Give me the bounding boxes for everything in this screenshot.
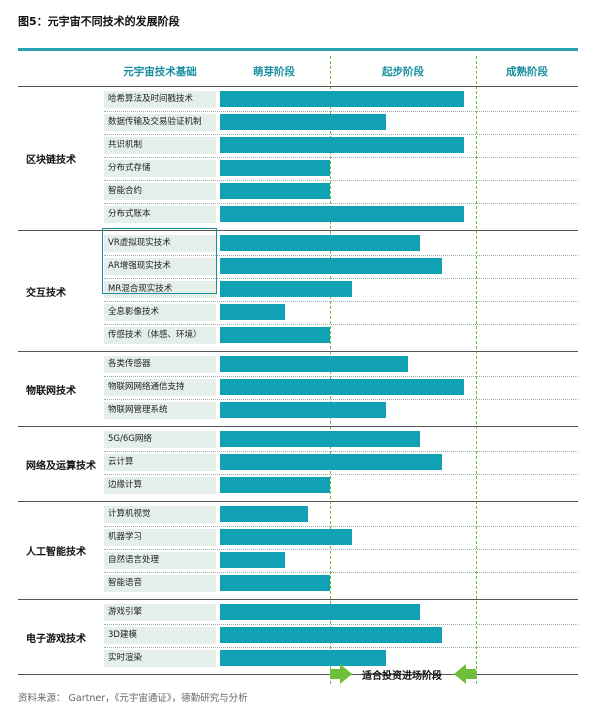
row-separator <box>104 180 578 181</box>
stage-bar <box>220 281 352 297</box>
stage-bar <box>220 304 285 320</box>
tech-label: 实时渲染 <box>104 650 216 667</box>
tech-label: 机器学习 <box>104 529 216 546</box>
stage-bar <box>220 183 330 199</box>
row-separator <box>104 324 578 325</box>
tech-label: 智能语音 <box>104 575 216 592</box>
stage-bar <box>220 206 464 222</box>
stage-bar <box>220 356 408 372</box>
category-label: 人工智能技术 <box>26 547 86 558</box>
row-separator <box>104 255 578 256</box>
row-separator <box>104 451 578 452</box>
row-separator <box>104 647 578 648</box>
stage-bar <box>220 114 386 130</box>
group-separator <box>18 674 578 675</box>
stage-bar <box>220 379 464 395</box>
stage-bar <box>220 604 420 620</box>
stage-bar <box>220 627 442 643</box>
tech-label: 物联网管理系统 <box>104 402 216 419</box>
stage-bar <box>220 258 442 274</box>
investment-start-arrow-icon <box>330 664 352 684</box>
column-header-tech: 元宇宙技术基础 <box>123 66 197 78</box>
stage-bar <box>220 235 420 251</box>
stage-bar <box>220 327 330 343</box>
group-separator <box>18 351 578 352</box>
highlight-box-xr <box>102 228 217 294</box>
tech-label: 全息影像技术 <box>104 304 216 321</box>
stage-bar <box>220 552 285 568</box>
tech-label: 物联网网络通信支持 <box>104 379 216 396</box>
stage-bar <box>220 506 308 522</box>
investment-end-arrow-icon <box>454 664 476 684</box>
tech-label: 分布式账本 <box>104 206 216 223</box>
stage-header-startup: 起步阶段 <box>382 66 424 78</box>
stage-bar <box>220 529 352 545</box>
tech-label: 分布式存储 <box>104 160 216 177</box>
header-separator <box>18 86 578 87</box>
tech-label: 计算机视觉 <box>104 506 216 523</box>
category-label: 交互技术 <box>26 288 66 299</box>
row-separator <box>104 203 578 204</box>
category-label: 电子游戏技术 <box>26 634 86 645</box>
tech-label: 游戏引擎 <box>104 604 216 621</box>
row-separator <box>104 572 578 573</box>
figure-title: 图5：元宇宙不同技术的发展阶段 <box>18 15 180 28</box>
stage-bar <box>220 477 330 493</box>
tech-label: 传感技术（体感、环境） <box>104 327 216 344</box>
source-note: 资料来源： Gartner，《元宇宙通证》，德勤研究与分析 <box>18 693 248 704</box>
stage-header-mature: 成熟阶段 <box>506 66 548 78</box>
tech-label: AR增强现实技术 <box>104 258 216 275</box>
stage-header-embryonic: 萌芽阶段 <box>253 66 295 78</box>
group-separator <box>18 230 578 231</box>
row-separator <box>104 526 578 527</box>
stage-bar <box>220 160 330 176</box>
category-label: 网络及运算技术 <box>26 461 96 472</box>
stage-bar <box>220 431 420 447</box>
investment-stage-label: 适合投资进场阶段 <box>362 671 442 682</box>
row-separator <box>104 134 578 135</box>
row-separator <box>104 624 578 625</box>
category-label: 物联网技术 <box>26 386 76 397</box>
tech-label: 共识机制 <box>104 137 216 154</box>
stage-bar <box>220 91 464 107</box>
row-separator <box>104 376 578 377</box>
tech-label: 智能合约 <box>104 183 216 200</box>
top-rule <box>18 48 578 51</box>
stage-bar <box>220 454 442 470</box>
row-separator <box>104 474 578 475</box>
tech-label: 3D建模 <box>104 627 216 644</box>
tech-label: VR虚拟现实技术 <box>104 235 216 252</box>
stage-divider-mature <box>476 56 477 684</box>
stage-bar <box>220 650 386 666</box>
tech-label: 数据传输及交易验证机制 <box>104 114 216 131</box>
row-separator <box>104 111 578 112</box>
category-label: 区块链技术 <box>26 155 76 166</box>
row-separator <box>104 549 578 550</box>
stage-bar <box>220 137 464 153</box>
group-separator <box>18 501 578 502</box>
tech-label: 各类传感器 <box>104 356 216 373</box>
tech-label: 5G/6G网络 <box>104 431 216 448</box>
row-separator <box>104 278 578 279</box>
row-separator <box>104 301 578 302</box>
tech-label: 云计算 <box>104 454 216 471</box>
row-separator <box>104 399 578 400</box>
group-separator <box>18 426 578 427</box>
tech-label: 自然语言处理 <box>104 552 216 569</box>
row-separator <box>104 157 578 158</box>
group-separator <box>18 599 578 600</box>
stage-bar <box>220 575 330 591</box>
stage-bar <box>220 402 386 418</box>
tech-label: 边缘计算 <box>104 477 216 494</box>
tech-label: 哈希算法及时间戳技术 <box>104 91 216 108</box>
